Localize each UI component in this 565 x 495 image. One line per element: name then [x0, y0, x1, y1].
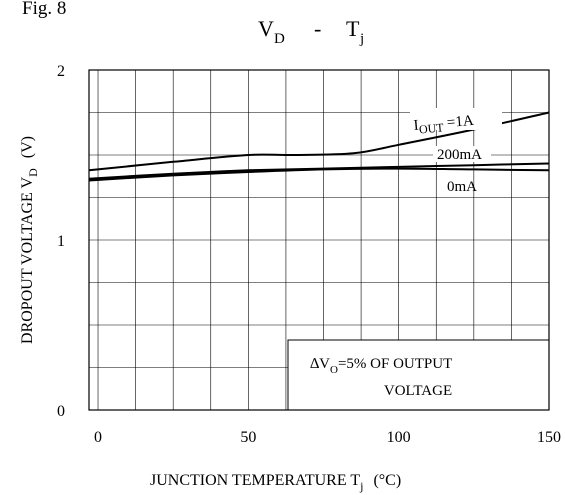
title-main-sub: D — [274, 31, 285, 47]
label-200-bg — [433, 146, 491, 162]
note-box: ∆VO=5% OF OUTPUT VOLTAGE — [287, 339, 550, 411]
series-labels: IOUT =1A 200mA 0mA — [410, 108, 502, 195]
x-tick-label: 50 — [240, 429, 256, 446]
series-label-1a-post: =1A — [443, 113, 475, 132]
series-label-1a: IOUT =1A — [413, 113, 475, 137]
figure-label: Fig. 8 — [22, 0, 66, 19]
title-var-sub: j — [359, 31, 364, 47]
x-label-sub: j — [359, 479, 363, 493]
y-tick-label: 1 — [57, 233, 65, 250]
series-line-2 — [88, 167, 550, 182]
y-axis-label: DROPOUT VOLTAGE VD (V) — [19, 136, 40, 344]
y-tick-labels: 0 1 2 — [57, 63, 65, 420]
y-label-main: DROPOUT VOLTAGE V — [19, 176, 36, 343]
x-tick-label: 100 — [387, 429, 411, 446]
note-delta-v: ∆V — [310, 356, 330, 372]
note-line2: VOLTAGE — [384, 383, 452, 399]
series-lines — [88, 111, 550, 182]
x-label-unit: (°C) — [373, 472, 401, 489]
series-label-1a-sub: OUT — [418, 120, 444, 136]
note-line1: ∆VO=5% OF OUTPUT — [310, 356, 452, 376]
note-line1-post: =5% OF OUTPUT — [338, 356, 452, 372]
chart-title: V D - T j — [258, 16, 364, 47]
title-sep: - — [314, 16, 321, 41]
y-label-sub: D — [26, 168, 40, 177]
note-sub: O — [330, 364, 338, 376]
y-label-unit: (V) — [19, 136, 36, 158]
series-label-1a-pre: I — [413, 118, 419, 134]
plot-border — [88, 69, 550, 411]
series-label-0ma: 0mA — [447, 179, 477, 195]
x-tick-labels: 0 50 100 150 — [94, 429, 561, 446]
x-axis-label: JUNCTION TEMPERATURE Tj (°C) — [150, 472, 401, 493]
title-var: T — [346, 16, 360, 41]
label-1a-bg — [410, 108, 502, 130]
series-label-200ma: 200mA — [437, 147, 482, 163]
note-frame — [287, 339, 550, 411]
y-tick-label: 2 — [57, 63, 65, 80]
title-main: V — [258, 16, 274, 41]
x-tick-label: 150 — [537, 429, 561, 446]
series-line-0 — [88, 111, 550, 172]
y-tick-label: 0 — [57, 403, 65, 420]
x-label-main: JUNCTION TEMPERATURE T — [150, 472, 360, 489]
x-tick-label: 0 — [94, 429, 102, 446]
